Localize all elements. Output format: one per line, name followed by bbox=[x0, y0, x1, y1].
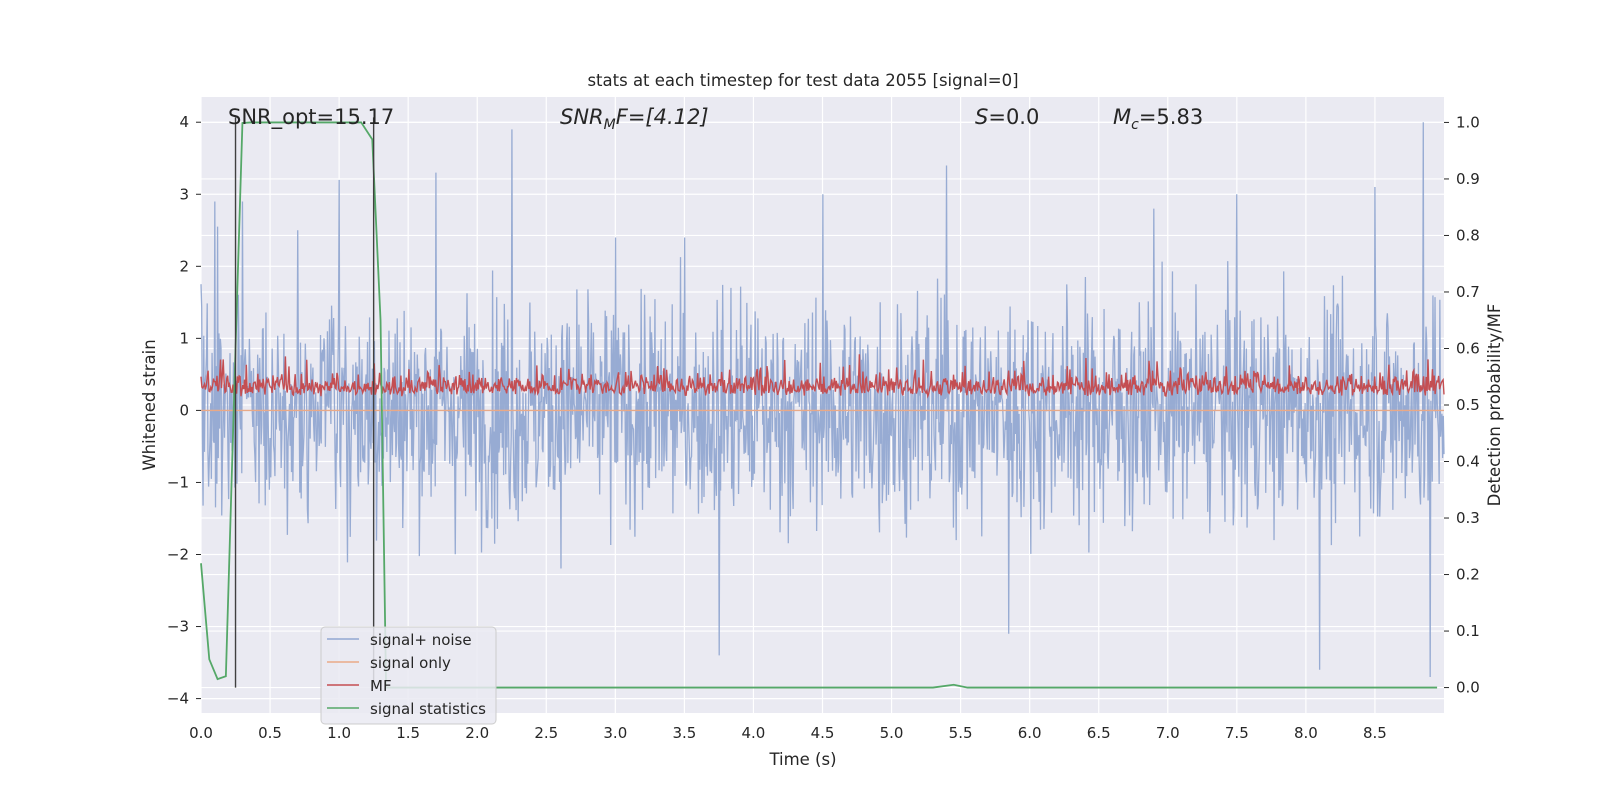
annotation-mc-rest: =5.83 bbox=[1139, 105, 1203, 129]
y-tick-label: −4 bbox=[167, 690, 189, 708]
x-tick-label: 6.5 bbox=[1087, 724, 1111, 742]
annotation-snr-opt: SNR_opt=15.17 bbox=[228, 105, 394, 130]
x-tick-label: 5.5 bbox=[949, 724, 973, 742]
x-tick-label: 4.0 bbox=[742, 724, 766, 742]
vertical-markers bbox=[234, 117, 375, 688]
x-axis-label: Time (s) bbox=[768, 750, 836, 769]
y-axis-label: Whitened strain bbox=[140, 339, 159, 470]
y2-tick-label: 0.5 bbox=[1456, 396, 1480, 414]
x-axis-ticks: 0.0 0.5 1.0 1.5 2.0 2.5 3.0 3.5 4.0 4.5 5.0 5.5 6.0 6… bbox=[189, 724, 1387, 742]
x-tick-label: 7.5 bbox=[1225, 724, 1249, 742]
annotation-mc-sub: c bbox=[1131, 117, 1139, 133]
annotation-snr-mf: SNRMF=[4.12] bbox=[560, 105, 709, 133]
y-axis-ticks: 4 3 2 1 0 −1 −2 −3 −4 bbox=[167, 113, 201, 708]
y2-tick-label: 0.7 bbox=[1456, 283, 1480, 301]
annotation-s-main: S bbox=[975, 105, 988, 129]
series-signal-noise-line bbox=[200, 122, 1445, 677]
annotation-snr-mf-main: SNR bbox=[560, 105, 604, 129]
annotation-mc-main: M bbox=[1113, 105, 1131, 129]
x-tick-label: 7.0 bbox=[1156, 724, 1180, 742]
x-tick-label: 8.5 bbox=[1363, 724, 1387, 742]
annotation-snr-mf-sub: M bbox=[604, 117, 616, 133]
y2-tick-label: 0.6 bbox=[1456, 339, 1480, 357]
y2-tick-label: 1.0 bbox=[1456, 113, 1480, 131]
x-tick-label: 3.0 bbox=[603, 724, 627, 742]
x-tick-label: 5.0 bbox=[880, 724, 904, 742]
y-tick-label: −1 bbox=[167, 473, 189, 491]
annotation-mc: Mc=5.83 bbox=[1113, 105, 1203, 133]
annotation-snr-mf-rest: F=[4.12] bbox=[616, 105, 709, 129]
annotation-s-rest: =0.0 bbox=[988, 105, 1039, 129]
legend-label-signal-only: signal only bbox=[370, 654, 451, 672]
y2-tick-label: 0.1 bbox=[1456, 622, 1480, 640]
y2-tick-label: 0.8 bbox=[1456, 226, 1480, 244]
y2-tick-label: 0.3 bbox=[1456, 509, 1480, 527]
x-tick-label: 4.5 bbox=[811, 724, 835, 742]
x-tick-label: 3.5 bbox=[672, 724, 696, 742]
y2-tick-label: 0.4 bbox=[1456, 453, 1480, 471]
legend-box bbox=[320, 626, 497, 725]
x-tick-label: 0.0 bbox=[189, 724, 213, 742]
y-tick-label: −3 bbox=[167, 618, 189, 636]
y2-tick-label: 0.9 bbox=[1456, 170, 1480, 188]
x-tick-label: 0.5 bbox=[258, 724, 282, 742]
x-tick-label: 1.0 bbox=[327, 724, 351, 742]
y-tick-label: 1 bbox=[179, 329, 189, 347]
y-tick-label: 3 bbox=[179, 185, 189, 203]
annotation-s: S=0.0 bbox=[975, 105, 1039, 129]
x-tick-label: 8.0 bbox=[1294, 724, 1318, 742]
x-tick-label: 2.0 bbox=[465, 724, 489, 742]
x-tick-label: 2.5 bbox=[534, 724, 558, 742]
y2-tick-label: 0.2 bbox=[1456, 566, 1480, 584]
legend: signal+ noise signal only MF signal stat… bbox=[320, 626, 497, 725]
legend-label-mf: MF bbox=[370, 677, 392, 695]
x-tick-label: 6.0 bbox=[1018, 724, 1042, 742]
y-tick-label: 4 bbox=[179, 113, 189, 131]
legend-label-signal-statistics: signal statistics bbox=[370, 700, 486, 718]
chart-title: stats at each timestep for test data 205… bbox=[587, 71, 1018, 90]
y-tick-label: 0 bbox=[179, 401, 189, 419]
x-tick-label: 1.5 bbox=[396, 724, 420, 742]
y2-tick-label: 0.0 bbox=[1456, 679, 1480, 697]
y-tick-label: −2 bbox=[167, 545, 189, 563]
y2-axis-ticks: 1.0 0.9 0.8 0.7 0.6 0.5 0.4 0.3 0.2 0.1 0.0 bbox=[1444, 113, 1480, 697]
series-mf-line bbox=[200, 354, 1445, 399]
legend-label-signal-noise: signal+ noise bbox=[370, 631, 472, 649]
y-tick-label: 2 bbox=[179, 257, 189, 275]
y2-axis-label: Detection probability/MF bbox=[1485, 304, 1504, 507]
